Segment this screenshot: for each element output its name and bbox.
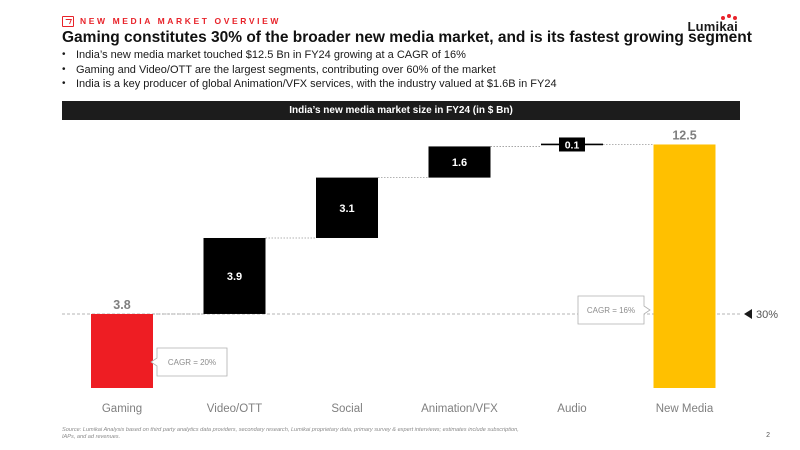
logo-dots [721, 14, 737, 20]
share-marker-label: 30% [756, 309, 778, 321]
cagr-callout-total [577, 295, 651, 325]
key-points: India’s new media market touched $12.5 B… [62, 48, 557, 92]
category-label-audio: Audio [557, 403, 586, 415]
bar-social [316, 177, 378, 238]
chart-icon [62, 15, 74, 27]
cagr-callout-gaming-text: CAGR = 20% [168, 358, 216, 367]
key-point: India is a key producer of global Animat… [62, 77, 557, 92]
bar-gaming [91, 313, 153, 388]
cagr-callout-gaming [150, 347, 228, 377]
bar-value-label: 0.1 [565, 139, 580, 151]
bar-value-label: 1.6 [452, 157, 467, 169]
share-marker-arrow [744, 308, 752, 319]
key-point: Gaming and Video/OTT are the largest seg… [62, 63, 557, 78]
bar-new-media [653, 144, 716, 388]
key-point: India’s new media market touched $12.5 B… [62, 48, 557, 63]
bar-value-label: 12.5 [672, 128, 696, 142]
section-eyebrow: NEW MEDIA MARKET OVERVIEW [62, 14, 281, 28]
category-label-animation-vfx: Animation/VFX [421, 403, 498, 415]
category-label-new-media: New Media [656, 403, 714, 415]
bar-value-label: 3.9 [227, 271, 242, 283]
source-note: Source: Lumikai Analysis based on third … [62, 427, 519, 441]
bar-animation-vfx [428, 146, 491, 178]
page-title: Gaming constitutes 30% of the broader ne… [62, 29, 752, 46]
bar-video-ott [203, 237, 266, 314]
eyebrow-text: NEW MEDIA MARKET OVERVIEW [80, 16, 282, 26]
page-number: 2 [766, 432, 770, 439]
chart-title: India’s new media market size in FY24 (i… [62, 101, 740, 120]
bar-value-label: 3.1 [339, 203, 354, 215]
cagr-callout-total-text: CAGR = 16% [587, 306, 635, 315]
category-label-gaming: Gaming [102, 403, 142, 415]
category-label-social: Social [331, 403, 362, 415]
bar-value-label: 3.8 [113, 298, 130, 312]
category-label-video-ott: Video/OTT [207, 403, 262, 415]
bar-label-box [559, 137, 585, 152]
logo-text: Lumikai [687, 19, 738, 34]
